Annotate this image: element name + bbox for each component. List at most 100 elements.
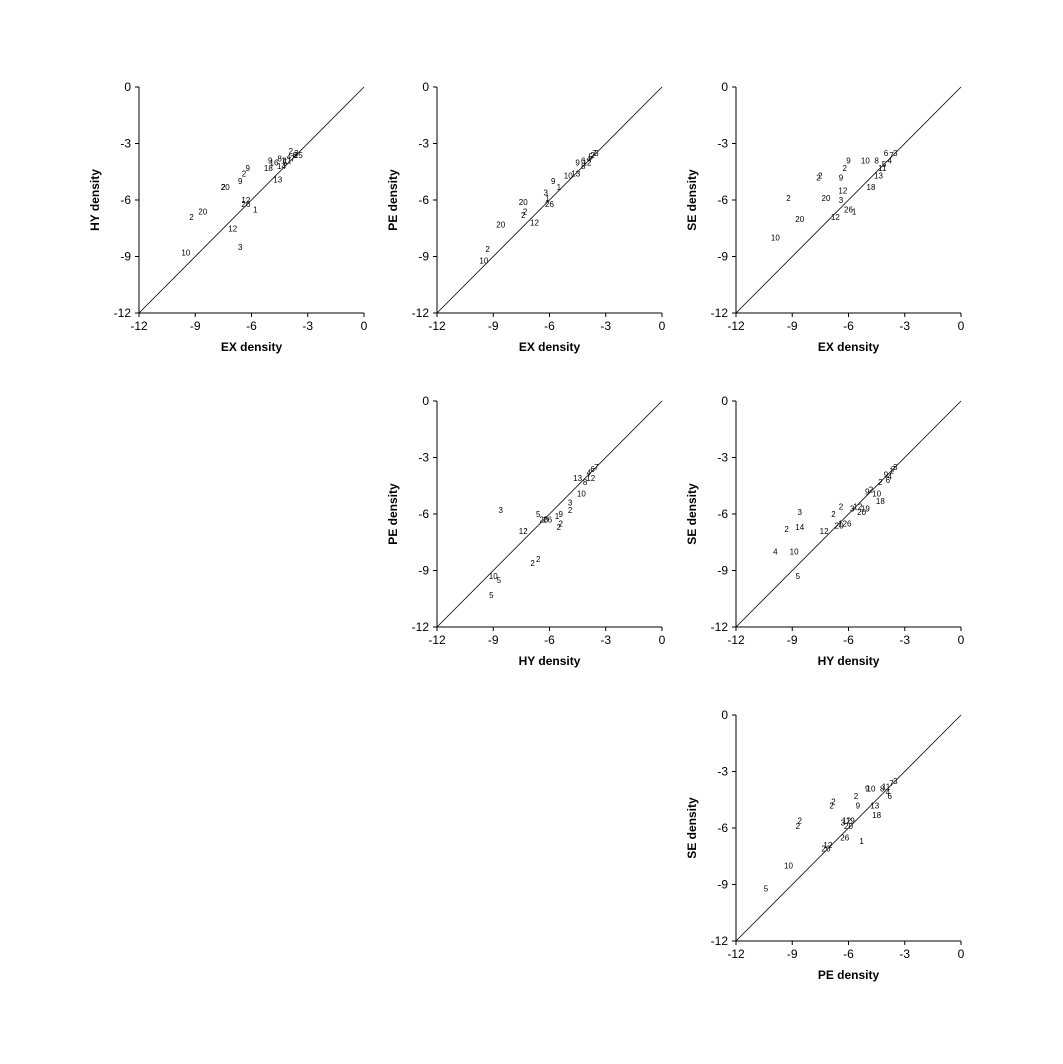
data-point-label: 6 — [581, 156, 586, 165]
y-tick-label: 0 — [422, 394, 429, 408]
data-point-label: 13 — [573, 474, 582, 483]
y-tick-label: -6 — [418, 507, 429, 521]
data-point-label: 9 — [238, 177, 243, 186]
x-tick-label: -3 — [302, 319, 313, 333]
x-tick-label: 0 — [659, 319, 666, 333]
data-point-label: 9 — [575, 158, 580, 167]
x-axis-label: PE density — [818, 968, 880, 982]
x-axis-label: HY density — [519, 654, 581, 668]
scatter-panel-6: -12 -9 -6 -3 00-3-6-9-12PE densitySE density… — [685, 708, 965, 982]
data-point-label: 2 — [831, 798, 836, 807]
data-point-label: 1 — [859, 837, 864, 846]
y-tick-label: -9 — [418, 250, 429, 264]
data-point-label: 9 — [846, 156, 851, 165]
y-tick-label: 0 — [721, 708, 728, 722]
data-point-label: 2 — [523, 207, 528, 216]
y-tick-label: -3 — [418, 451, 429, 465]
data-point-label: 2 — [854, 792, 859, 801]
data-point-label: 11 — [882, 783, 891, 792]
data-point-label: 9 — [246, 164, 251, 173]
x-tick-label: -9 — [190, 319, 201, 333]
data-point-label: 5 — [497, 576, 502, 585]
data-point-label: 26 — [543, 516, 552, 525]
data-point-label: 2 — [189, 213, 194, 222]
data-point-label: 10 — [771, 234, 780, 243]
data-point-label: 20 — [795, 215, 804, 224]
y-tick-label: -6 — [120, 193, 131, 207]
diagonal-reference-line — [736, 87, 961, 313]
data-point-label: 26 — [241, 200, 250, 209]
diagonal-reference-line — [736, 401, 961, 627]
x-tick-label: -3 — [600, 319, 611, 333]
scatter-panel-3: -12 -9 -6 -3 00-3-6-9-12EX densitySE density… — [685, 80, 965, 354]
data-point-label: 10 — [784, 862, 793, 871]
data-point-label: 10 — [790, 548, 799, 557]
data-point-label: 10 — [577, 489, 586, 498]
data-point-label: 18 — [876, 497, 885, 506]
data-point-label: 2 — [831, 510, 836, 519]
x-tick-label: -6 — [843, 947, 854, 961]
x-axis-label: HY density — [818, 654, 880, 668]
data-point-label: 19 — [861, 504, 870, 513]
data-point-label: 9 — [839, 173, 844, 182]
x-tick-label: -6 — [544, 319, 555, 333]
x-tick-label: 0 — [958, 947, 965, 961]
data-point-label: 1 — [852, 207, 857, 216]
data-point-label: 13 — [870, 801, 879, 810]
y-tick-label: -12 — [412, 620, 430, 634]
data-point-label: 9 — [551, 177, 556, 186]
diagonal-reference-line — [437, 401, 662, 627]
y-tick-label: 0 — [721, 394, 728, 408]
data-point-label: 20 — [198, 207, 207, 216]
data-point-label: 3 — [893, 463, 898, 472]
x-tick-label: 0 — [958, 319, 965, 333]
data-point-label: 5 — [764, 884, 769, 893]
data-point-label: 2 — [590, 151, 595, 160]
y-tick-label: -9 — [120, 250, 131, 264]
data-point-label: 1 — [555, 512, 560, 521]
data-point-label: 7 — [594, 463, 599, 472]
y-tick-label: -6 — [717, 821, 728, 835]
data-point-label: 14 — [795, 523, 804, 532]
data-point-label: 2 — [839, 502, 844, 511]
x-axis-label: EX density — [519, 340, 581, 354]
scatter-panel-1: -12 -9 -6 -3 00-3-6-9-12EX densityHY density… — [88, 80, 368, 354]
y-tick-label: -12 — [711, 306, 729, 320]
data-point-label: 13 — [273, 175, 282, 184]
scatter-panel-5: -12 -9 -6 -3 00-3-6-9-12HY densitySE density… — [685, 394, 965, 668]
data-point-label: 3 — [893, 149, 898, 158]
data-point-label: 10 — [479, 256, 488, 265]
y-tick-label: -3 — [120, 137, 131, 151]
x-tick-label: 0 — [958, 633, 965, 647]
data-point-label: 2 — [784, 525, 789, 534]
data-point-label: 2 — [786, 194, 791, 203]
data-point-label: 12 — [586, 474, 595, 483]
data-point-label: 20 — [844, 822, 853, 831]
x-tick-label: -12 — [428, 319, 446, 333]
data-point-label: 5 — [489, 591, 494, 600]
data-point-label: 2 — [485, 245, 490, 254]
x-tick-label: -3 — [899, 633, 910, 647]
scatter-panel-2: -12 -9 -6 -3 00-3-6-9-12EX densityPE density… — [386, 80, 666, 354]
data-point-label: 10 — [867, 784, 876, 793]
y-tick-label: -3 — [717, 765, 728, 779]
y-tick-label: -9 — [717, 564, 728, 578]
data-point-label: 13 — [571, 170, 580, 179]
x-tick-label: -12 — [428, 633, 446, 647]
data-point-label: 12 — [519, 527, 528, 536]
data-point-label: 1 — [545, 194, 550, 203]
x-axis-label: EX density — [221, 340, 283, 354]
data-point-label: 12 — [820, 527, 829, 536]
data-point-label: 12 — [228, 224, 237, 233]
scatter-panel-4: -12 -9 -6 -3 00-3-6-9-12HY densityPE density… — [386, 394, 666, 668]
x-tick-label: -12 — [727, 947, 745, 961]
data-point-label: 3 — [893, 777, 898, 786]
data-point-label: 1 — [253, 205, 258, 214]
data-point-label: 3 — [839, 196, 844, 205]
x-tick-label: -6 — [544, 633, 555, 647]
data-point-label: 3 — [798, 508, 803, 517]
data-point-label: 3 — [499, 506, 504, 515]
data-point-label: 18 — [872, 811, 881, 820]
data-point-label: 3 — [568, 499, 573, 508]
x-tick-label: 0 — [361, 319, 368, 333]
